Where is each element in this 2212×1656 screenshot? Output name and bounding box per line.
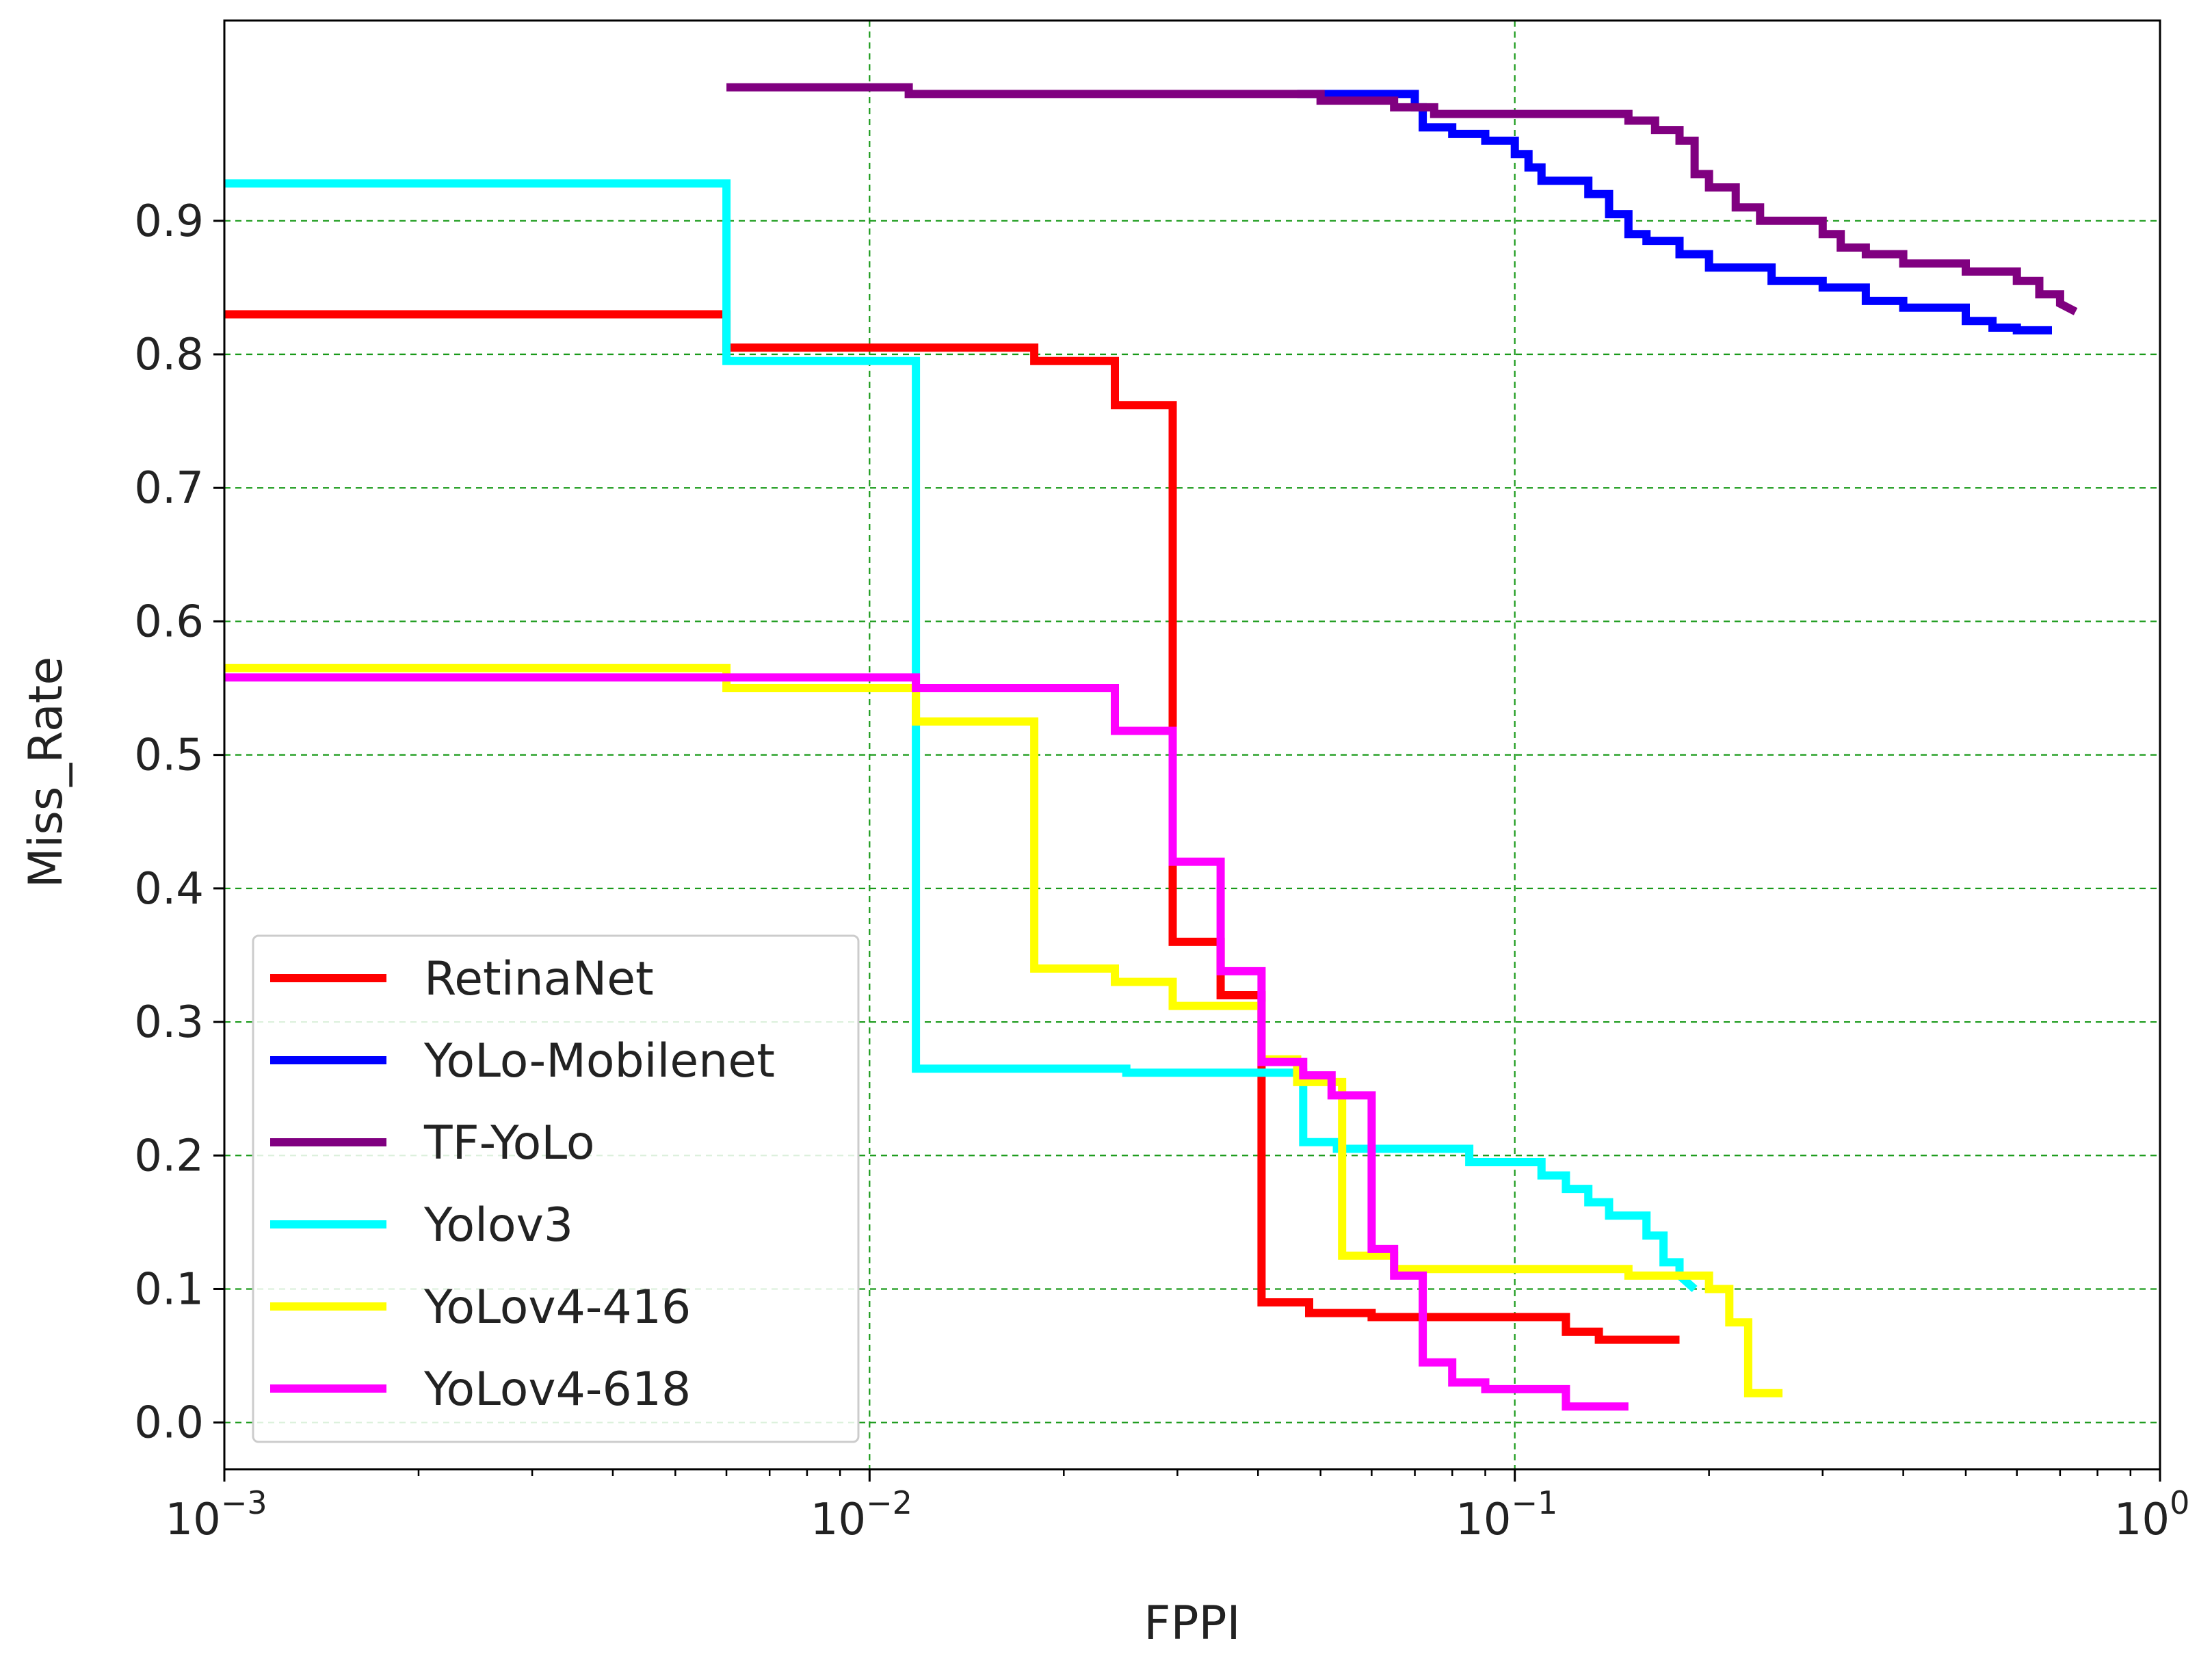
y-tick-label: 0.7 — [134, 463, 204, 514]
series-line-yolo-mobilenet — [1297, 90, 2052, 334]
series-line-yolov3 — [224, 179, 1698, 1292]
y-tick-label: 0.9 — [134, 196, 204, 247]
x-tick-exponent: 0 — [2170, 1484, 2189, 1521]
series-line-yolov4-416 — [224, 663, 1783, 1397]
series-line-retinanet — [224, 310, 1680, 1344]
legend: RetinaNet YoLo-Mobilenet TF-YoLo Yolov3 YoLo… — [252, 934, 860, 1443]
legend-label: YoLov4-416 — [423, 1280, 691, 1335]
axes: 0.00.10.20.30.40.50.60.70.80.910−3 10−2 10… — [134, 196, 2189, 1545]
y-tick-label: 0.0 — [134, 1398, 204, 1449]
y-tick-label: 0.3 — [134, 997, 204, 1048]
legend-items: RetinaNet YoLo-Mobilenet TF-YoLo Yolov3 YoLo… — [270, 952, 775, 1417]
y-tick-label: 0.5 — [134, 731, 204, 781]
legend-label: TF-YoLo — [423, 1116, 595, 1170]
series-lines — [224, 83, 2078, 1411]
y-tick-label: 0.4 — [134, 864, 204, 915]
legend-label: Yolov3 — [423, 1198, 573, 1252]
x-tick-label: 10−2 — [811, 1484, 912, 1545]
x-axis-label: FPPI — [1144, 1596, 1240, 1651]
x-tick-exponent: −2 — [866, 1484, 912, 1521]
y-tick-label: 0.1 — [134, 1264, 204, 1315]
series-line-tf-yolo — [726, 83, 2078, 315]
x-tick-base: 10 — [165, 1495, 220, 1545]
series-line-yolov4-618 — [224, 673, 1629, 1411]
x-tick-base: 10 — [1456, 1495, 1511, 1545]
x-tick-label: 100 — [2114, 1484, 2190, 1545]
y-axis-label: Miss_Rate — [19, 657, 73, 888]
x-tick-label: 10−3 — [165, 1484, 267, 1545]
y-tick-label: 0.6 — [134, 596, 204, 647]
y-tick-label: 0.8 — [134, 330, 204, 380]
minor-ticks — [417, 1469, 2132, 1476]
y-tick-label: 0.2 — [134, 1131, 204, 1181]
x-tick-label: 10−1 — [1456, 1484, 1557, 1545]
legend-box — [252, 934, 860, 1443]
legend-label: RetinaNet — [424, 952, 654, 1006]
x-tick-base: 10 — [2114, 1495, 2170, 1545]
legend-label: YoLo-Mobilenet — [423, 1034, 775, 1088]
x-tick-exponent: −3 — [221, 1484, 267, 1521]
x-tick-base: 10 — [811, 1495, 866, 1545]
x-tick-exponent: −1 — [1511, 1484, 1557, 1521]
legend-label: YoLov4-618 — [423, 1363, 691, 1417]
plot-frame — [223, 19, 2161, 1471]
